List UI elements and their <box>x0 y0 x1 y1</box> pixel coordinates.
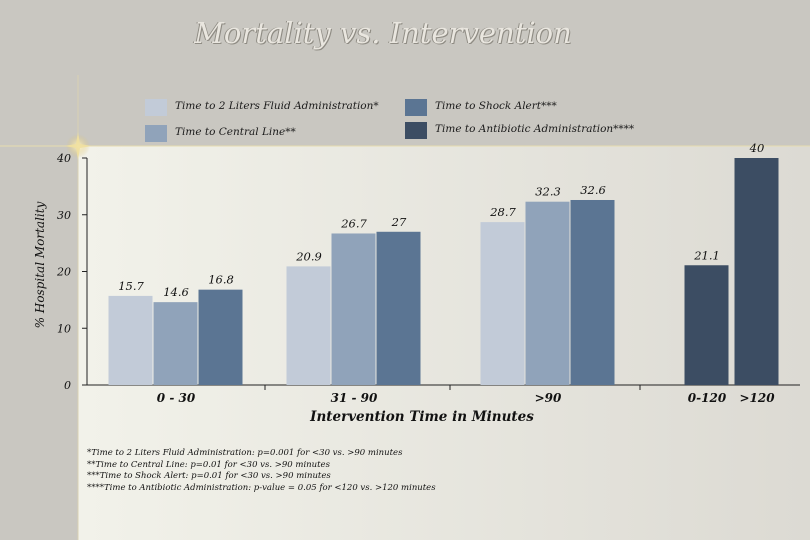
legend-label-central-line: Time to Central Line** <box>175 126 296 138</box>
data-label: 14.6 <box>163 285 189 299</box>
bar <box>525 201 570 385</box>
data-label: 21.1 <box>693 248 720 262</box>
bar <box>331 233 376 385</box>
data-label: 27 <box>391 215 407 229</box>
data-label: 15.7 <box>118 279 144 293</box>
bar <box>153 302 198 385</box>
legend-label-shock-alert: Time to Shock Alert*** <box>435 100 557 112</box>
bar <box>684 265 729 385</box>
y-axis-title: % Hospital Mortality <box>33 201 47 328</box>
bar <box>376 231 421 385</box>
footnote-antibiotic: ****Time to Antibiotic Administration: p… <box>87 482 436 493</box>
x-category-label: 0 - 30 <box>157 391 196 405</box>
y-tick-label: 30 <box>57 209 71 222</box>
x-category-label: >120 <box>739 391 775 405</box>
y-tick-label: 10 <box>57 322 71 335</box>
legend-label-fluid: Time to 2 Liters Fluid Administration* <box>175 100 379 112</box>
data-label: 26.7 <box>340 216 367 230</box>
bar <box>480 222 525 385</box>
y-tick-label: 20 <box>56 266 71 279</box>
data-label: 28.7 <box>489 205 516 219</box>
x-category-label: 0-120 <box>688 391 727 405</box>
bar <box>570 199 615 385</box>
data-label: 20.9 <box>295 249 322 263</box>
data-label: 32.3 <box>535 185 561 199</box>
legend-swatch-antibiotic <box>405 122 427 139</box>
footnotes: *Time to 2 Liters Fluid Administration: … <box>87 448 436 494</box>
legend-label-antibiotic: Time to Antibiotic Administration**** <box>435 123 635 135</box>
y-tick-label: 40 <box>56 152 71 165</box>
bar <box>108 295 153 385</box>
legend-swatch-fluid <box>145 99 167 116</box>
x-category-label: 31 - 90 <box>331 391 378 405</box>
footnote-shock-alert: ***Time to Shock Alert: p=0.01 for <30 v… <box>87 471 331 481</box>
bar <box>734 158 779 385</box>
data-label: 40 <box>749 141 765 155</box>
x-axis-title: Intervention Time in Minutes <box>309 409 534 425</box>
footnote-fluid: *Time to 2 Liters Fluid Administration: … <box>87 448 403 458</box>
legend-swatch-shock-alert <box>405 99 427 116</box>
data-label: 16.8 <box>208 273 234 287</box>
legend-swatch-central-line <box>145 125 167 142</box>
bar <box>198 289 243 385</box>
x-category-label: >90 <box>535 391 562 405</box>
y-tick-label: 0 <box>64 379 71 392</box>
accent-star-icon <box>64 132 92 160</box>
slide-title: Mortality vs. Intervention <box>194 16 572 50</box>
data-label: 32.6 <box>580 183 606 197</box>
bar <box>286 266 331 385</box>
footnote-central-line: **Time to Central Line: p=0.01 for <30 v… <box>87 459 330 470</box>
